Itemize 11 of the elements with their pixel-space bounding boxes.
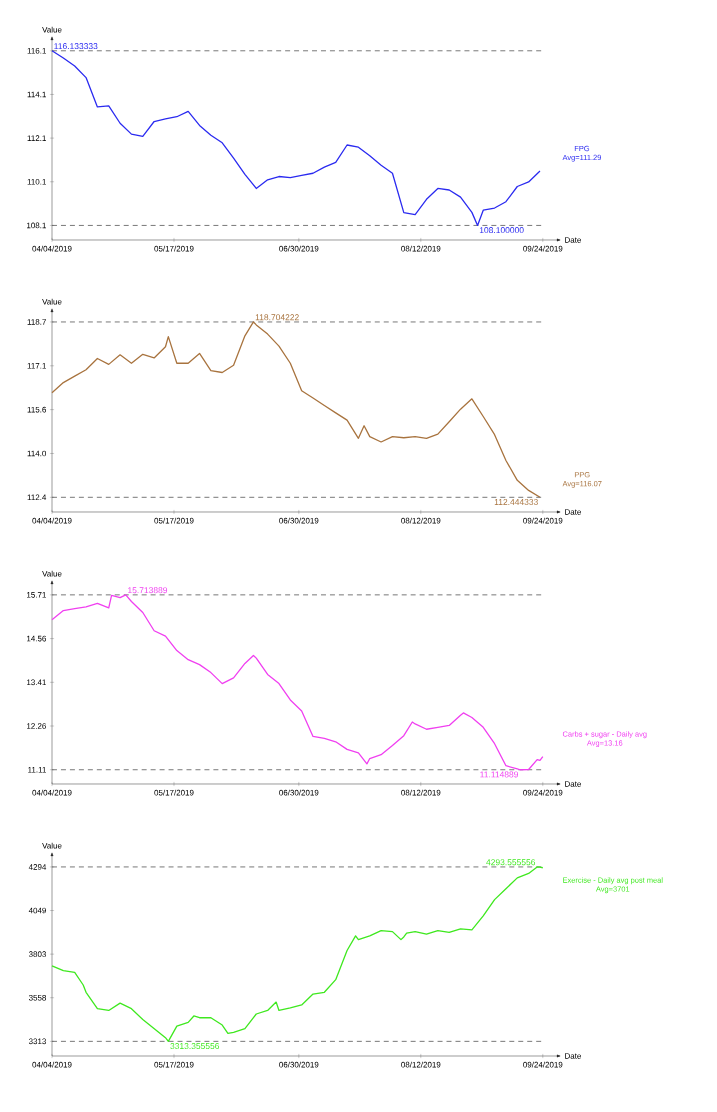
annotation: 118.704222 bbox=[255, 314, 299, 321]
annotation: 112.444333 bbox=[494, 499, 538, 505]
line-series bbox=[51, 321, 541, 498]
annotation: 116.133333 bbox=[54, 43, 98, 50]
line-series bbox=[51, 50, 541, 227]
annotation: 11.114889 bbox=[480, 771, 519, 778]
annotation: 108.100000 bbox=[479, 227, 524, 234]
line-series bbox=[51, 594, 544, 771]
annotation: 3313.355556 bbox=[170, 1043, 220, 1050]
annotation: 15.713889 bbox=[128, 587, 168, 594]
annotation: 4293.555556 bbox=[486, 859, 536, 866]
